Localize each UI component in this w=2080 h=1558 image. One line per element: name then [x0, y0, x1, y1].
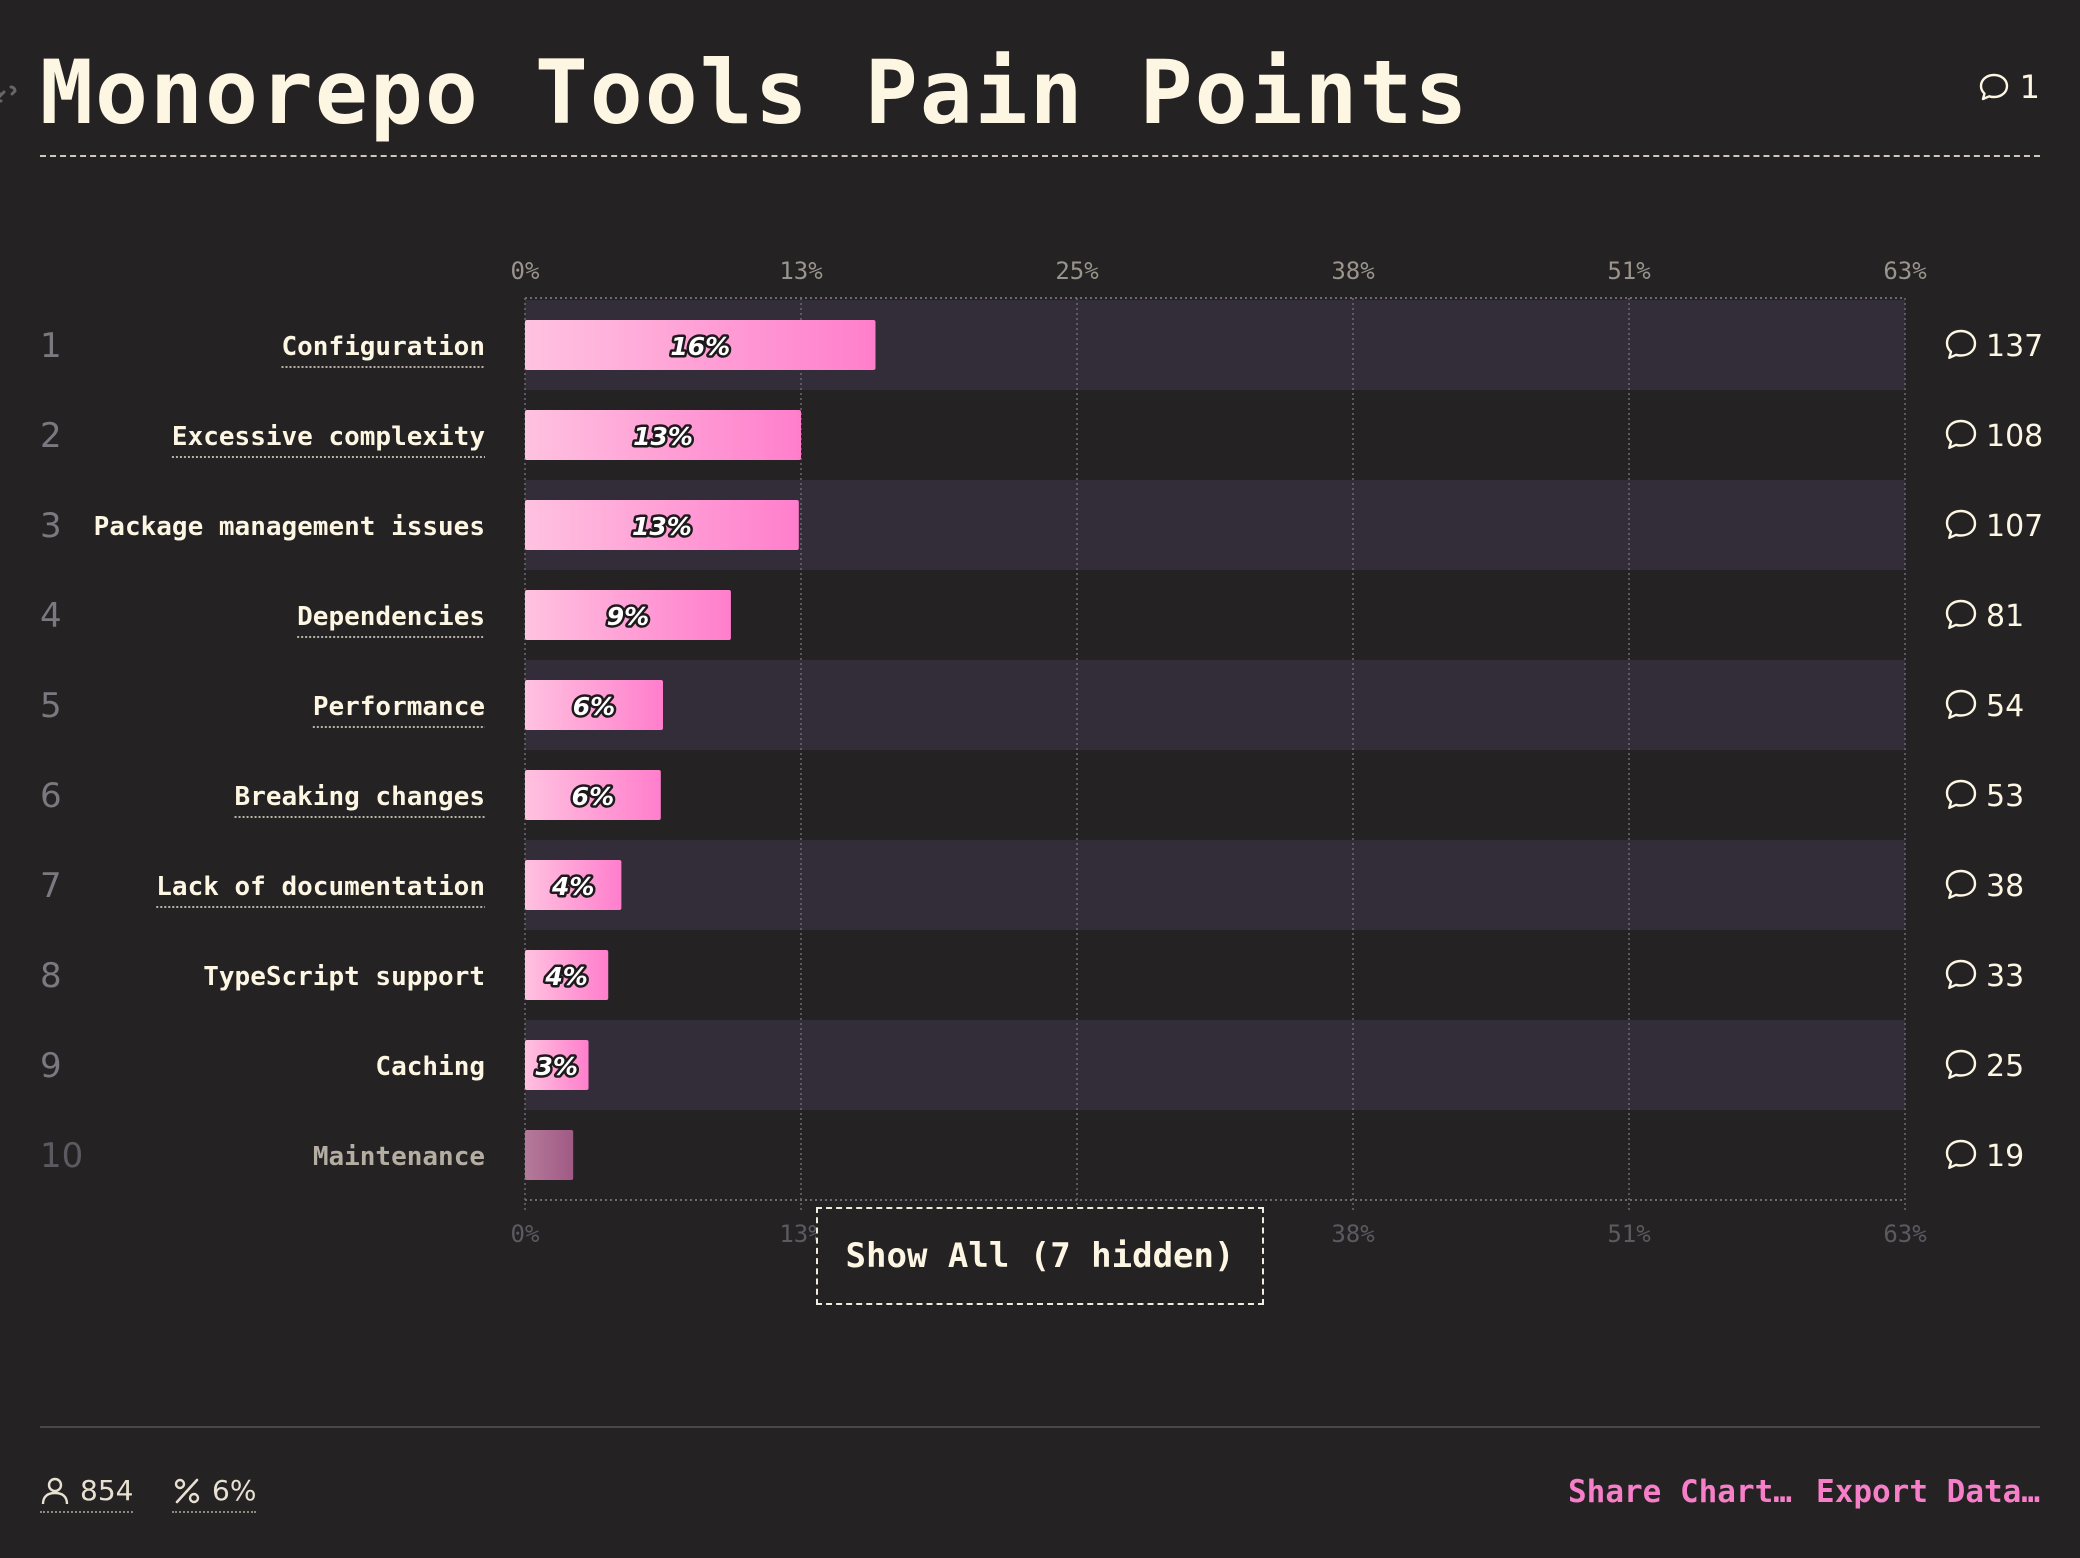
footer-divider — [40, 1426, 2040, 1428]
row-band — [525, 1020, 1905, 1110]
comment-icon — [1945, 869, 1977, 899]
row-rank: 5 — [40, 686, 62, 726]
x-tick-label: 38% — [1331, 257, 1375, 285]
row-label[interactable]: Maintenance — [313, 1142, 485, 1172]
row-comments[interactable]: 33 — [1945, 959, 2024, 994]
row-comments[interactable]: 25 — [1945, 1049, 2024, 1084]
row-comments[interactable]: 108 — [1945, 419, 2043, 454]
row-label[interactable]: Breaking changes — [235, 782, 485, 812]
export-data-link[interactable]: Export Data… — [1816, 1474, 2040, 1510]
comment-icon — [1945, 1049, 1977, 1079]
link-icon[interactable] — [0, 80, 20, 108]
percent-icon — [174, 1478, 200, 1503]
user-icon — [41, 1477, 69, 1504]
bar[interactable] — [525, 590, 731, 640]
row-label[interactable]: TypeScript support — [203, 962, 485, 992]
percentage-value: 6% — [212, 1474, 257, 1507]
header-divider — [40, 155, 2040, 157]
comment-icon — [1945, 509, 1977, 539]
show-all-button[interactable]: Show All (7 hidden) — [816, 1207, 1264, 1305]
row-rank: 1 — [40, 326, 62, 366]
row-comment-count: 137 — [1986, 329, 2043, 364]
row-rank: 4 — [40, 596, 62, 636]
comment-icon — [1945, 329, 1977, 359]
row-comment-count: 53 — [1986, 779, 2024, 814]
bar[interactable] — [525, 770, 661, 820]
row-band — [525, 660, 1905, 750]
bar[interactable] — [525, 320, 876, 370]
bar[interactable] — [525, 680, 663, 730]
row-rank: 8 — [40, 956, 62, 996]
bar[interactable] — [525, 410, 801, 460]
row-rank: 6 — [40, 776, 62, 816]
comment-icon — [1945, 779, 1977, 809]
percentage-stat[interactable]: 6% — [172, 1474, 257, 1513]
row-rank: 2 — [40, 416, 62, 456]
row-comment-count: 54 — [1986, 689, 2024, 724]
page-title: Monorepo Tools Pain Points — [40, 41, 1470, 144]
row-label[interactable]: Performance — [313, 692, 485, 722]
row-rank: 10 — [40, 1136, 83, 1176]
row-comment-count: 38 — [1986, 869, 2024, 904]
comment-count: 1 — [2019, 68, 2040, 106]
row-comment-count: 33 — [1986, 959, 2024, 994]
x-tick-label-bottom: 38% — [1331, 1220, 1375, 1248]
row-comments[interactable]: 137 — [1945, 329, 2043, 364]
bar[interactable] — [525, 860, 622, 910]
x-tick-label-bottom: 0% — [511, 1220, 540, 1248]
x-tick-label: 63% — [1883, 257, 1927, 285]
row-label[interactable]: Caching — [375, 1052, 485, 1082]
row-rank: 7 — [40, 866, 62, 906]
row-comment-count: 25 — [1986, 1049, 2024, 1084]
comment-icon — [1945, 689, 1977, 719]
x-tick-label-bottom: 63% — [1883, 1220, 1927, 1248]
row-comments[interactable]: 107 — [1945, 509, 2043, 544]
row-comment-count: 108 — [1986, 419, 2043, 454]
comment-icon — [1945, 419, 1977, 449]
row-comment-count: 81 — [1986, 599, 2024, 634]
row-rank: 9 — [40, 1046, 62, 1086]
x-tick-label: 13% — [779, 257, 823, 285]
row-label[interactable]: Dependencies — [297, 602, 485, 632]
bar[interactable] — [525, 1130, 574, 1180]
row-comments[interactable]: 54 — [1945, 689, 2024, 724]
bar[interactable] — [525, 500, 799, 550]
row-comment-count: 107 — [1986, 509, 2043, 544]
comment-icon — [1945, 1139, 1977, 1169]
row-label[interactable]: Package management issues — [94, 512, 485, 542]
row-comment-count: 19 — [1986, 1139, 2024, 1174]
bar[interactable] — [525, 950, 609, 1000]
respondents-stat[interactable]: 854 — [40, 1474, 134, 1513]
x-tick-label: 51% — [1607, 257, 1651, 285]
row-comments[interactable]: 38 — [1945, 869, 2024, 904]
x-tick-label-bottom: 51% — [1607, 1220, 1651, 1248]
bar[interactable] — [525, 1040, 589, 1090]
x-tick-label: 0% — [511, 257, 540, 285]
row-label[interactable]: Excessive complexity — [172, 422, 485, 452]
row-comments[interactable]: 53 — [1945, 779, 2024, 814]
row-band — [525, 840, 1905, 930]
row-comments[interactable]: 81 — [1945, 599, 2024, 634]
row-rank: 3 — [40, 506, 62, 546]
comment-icon — [1945, 599, 1977, 629]
share-chart-link[interactable]: Share Chart… — [1568, 1474, 1792, 1510]
row-label[interactable]: Lack of documentation — [156, 872, 485, 902]
comment-icon — [1945, 959, 1977, 989]
respondents-count: 854 — [80, 1474, 134, 1507]
title-comments[interactable]: 1 — [1978, 68, 2040, 106]
row-comments[interactable]: 19 — [1945, 1139, 2024, 1174]
x-tick-label: 25% — [1055, 257, 1099, 285]
comment-icon — [1979, 73, 2008, 101]
row-label[interactable]: Configuration — [282, 332, 486, 362]
